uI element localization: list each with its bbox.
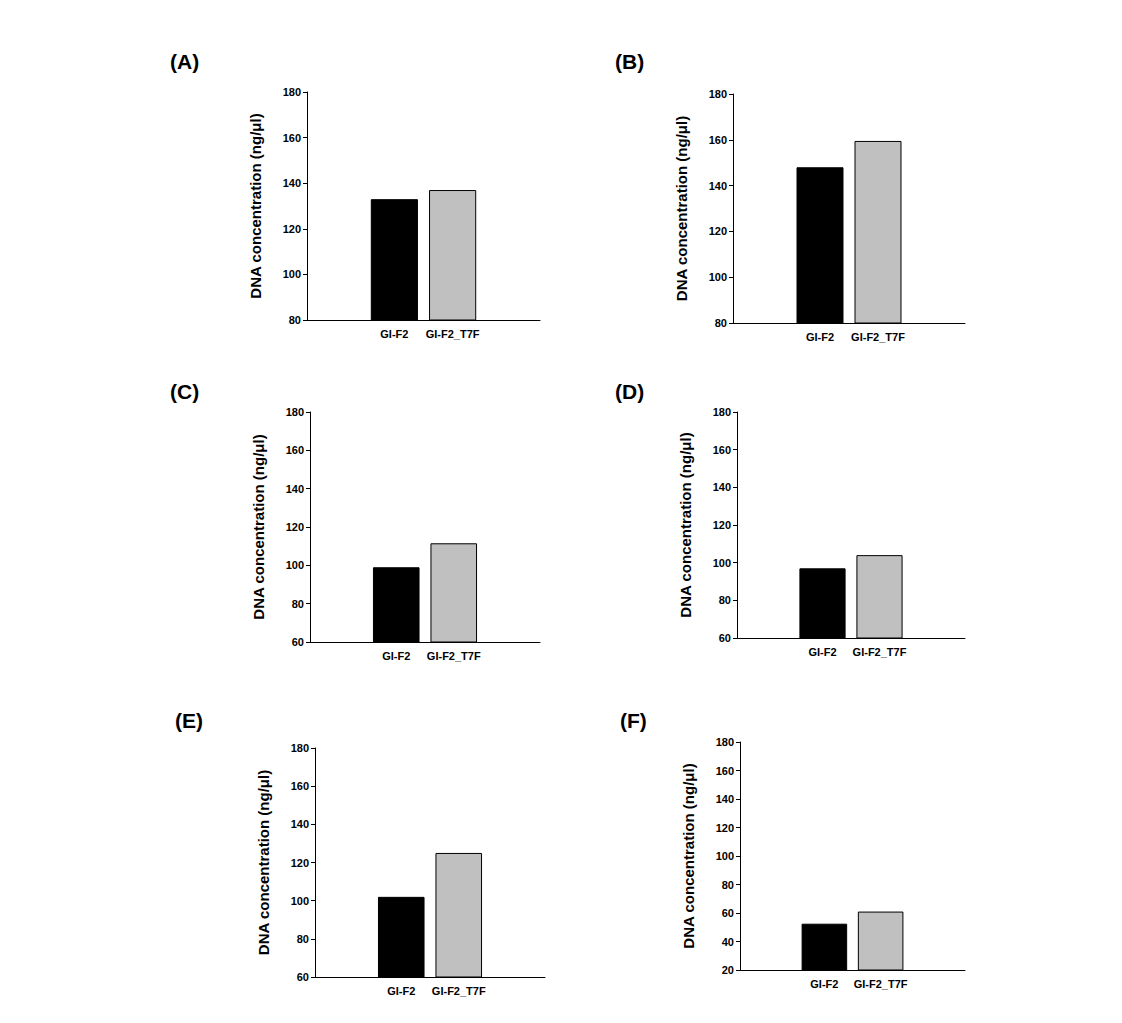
svg-text:GI-F2_T7F: GI-F2_T7F [851, 331, 905, 343]
svg-text:GI-F2_T7F: GI-F2_T7F [426, 328, 480, 340]
svg-text:60: 60 [297, 971, 309, 983]
svg-text:DNA concentration (ng/μl): DNA concentration (ng/μl) [255, 770, 272, 955]
svg-text:100: 100 [709, 271, 727, 283]
svg-text:160: 160 [283, 132, 301, 144]
svg-text:(D): (D) [615, 380, 644, 403]
svg-text:80: 80 [289, 314, 301, 326]
svg-text:DNA concentration (ng/μl): DNA concentration (ng/μl) [247, 113, 264, 298]
svg-text:180: 180 [291, 742, 309, 754]
svg-text:180: 180 [283, 86, 301, 98]
svg-text:GI-F2_T7F: GI-F2_T7F [432, 985, 486, 997]
svg-text:GI-F2: GI-F2 [806, 331, 834, 343]
svg-text:100: 100 [283, 268, 301, 280]
svg-text:180: 180 [709, 88, 727, 100]
svg-text:120: 120 [713, 519, 731, 531]
svg-text:160: 160 [713, 444, 731, 456]
svg-text:100: 100 [713, 557, 731, 569]
svg-text:GI-F2: GI-F2 [810, 978, 838, 990]
svg-text:100: 100 [286, 559, 304, 571]
svg-text:GI-F2: GI-F2 [808, 646, 836, 658]
svg-text:DNA concentration (ng/μl): DNA concentration (ng/μl) [680, 763, 697, 948]
svg-text:80: 80 [722, 879, 734, 891]
svg-text:140: 140 [716, 793, 734, 805]
svg-text:160: 160 [716, 765, 734, 777]
svg-text:60: 60 [722, 907, 734, 919]
svg-text:80: 80 [719, 594, 731, 606]
svg-text:20: 20 [722, 964, 734, 976]
svg-text:GI-F2: GI-F2 [382, 650, 410, 662]
svg-text:(C): (C) [170, 380, 199, 403]
svg-text:140: 140 [713, 481, 731, 493]
svg-text:40: 40 [722, 936, 734, 948]
svg-text:140: 140 [283, 177, 301, 189]
svg-text:60: 60 [719, 632, 731, 644]
svg-text:180: 180 [286, 406, 304, 418]
svg-text:140: 140 [709, 180, 727, 192]
svg-text:(A): (A) [170, 50, 199, 73]
svg-text:120: 120 [716, 822, 734, 834]
svg-text:120: 120 [283, 223, 301, 235]
svg-text:180: 180 [716, 736, 734, 748]
svg-text:120: 120 [709, 225, 727, 237]
svg-text:DNA concentration (ng/μl): DNA concentration (ng/μl) [673, 116, 690, 301]
svg-text:(B): (B) [615, 50, 644, 73]
svg-text:60: 60 [292, 636, 304, 648]
svg-text:GI-F2_T7F: GI-F2_T7F [854, 978, 908, 990]
svg-text:DNA concentration (ng/μl): DNA concentration (ng/μl) [677, 432, 694, 617]
svg-text:80: 80 [715, 317, 727, 329]
svg-text:GI-F2: GI-F2 [380, 328, 408, 340]
svg-text:(F): (F) [620, 709, 647, 732]
svg-text:80: 80 [292, 598, 304, 610]
svg-text:GI-F2_T7F: GI-F2_T7F [427, 650, 481, 662]
svg-text:80: 80 [297, 933, 309, 945]
svg-text:160: 160 [709, 134, 727, 146]
svg-text:DNA concentration (ng/μl): DNA concentration (ng/μl) [250, 434, 267, 619]
svg-text:160: 160 [286, 444, 304, 456]
svg-text:120: 120 [286, 521, 304, 533]
svg-text:120: 120 [291, 857, 309, 869]
svg-text:(E): (E) [175, 709, 203, 732]
svg-text:160: 160 [291, 780, 309, 792]
svg-text:GI-F2_T7F: GI-F2_T7F [853, 646, 907, 658]
svg-text:GI-F2: GI-F2 [387, 985, 415, 997]
svg-text:140: 140 [286, 483, 304, 495]
svg-text:180: 180 [713, 406, 731, 418]
svg-text:100: 100 [291, 895, 309, 907]
svg-text:100: 100 [716, 850, 734, 862]
svg-text:140: 140 [291, 818, 309, 830]
